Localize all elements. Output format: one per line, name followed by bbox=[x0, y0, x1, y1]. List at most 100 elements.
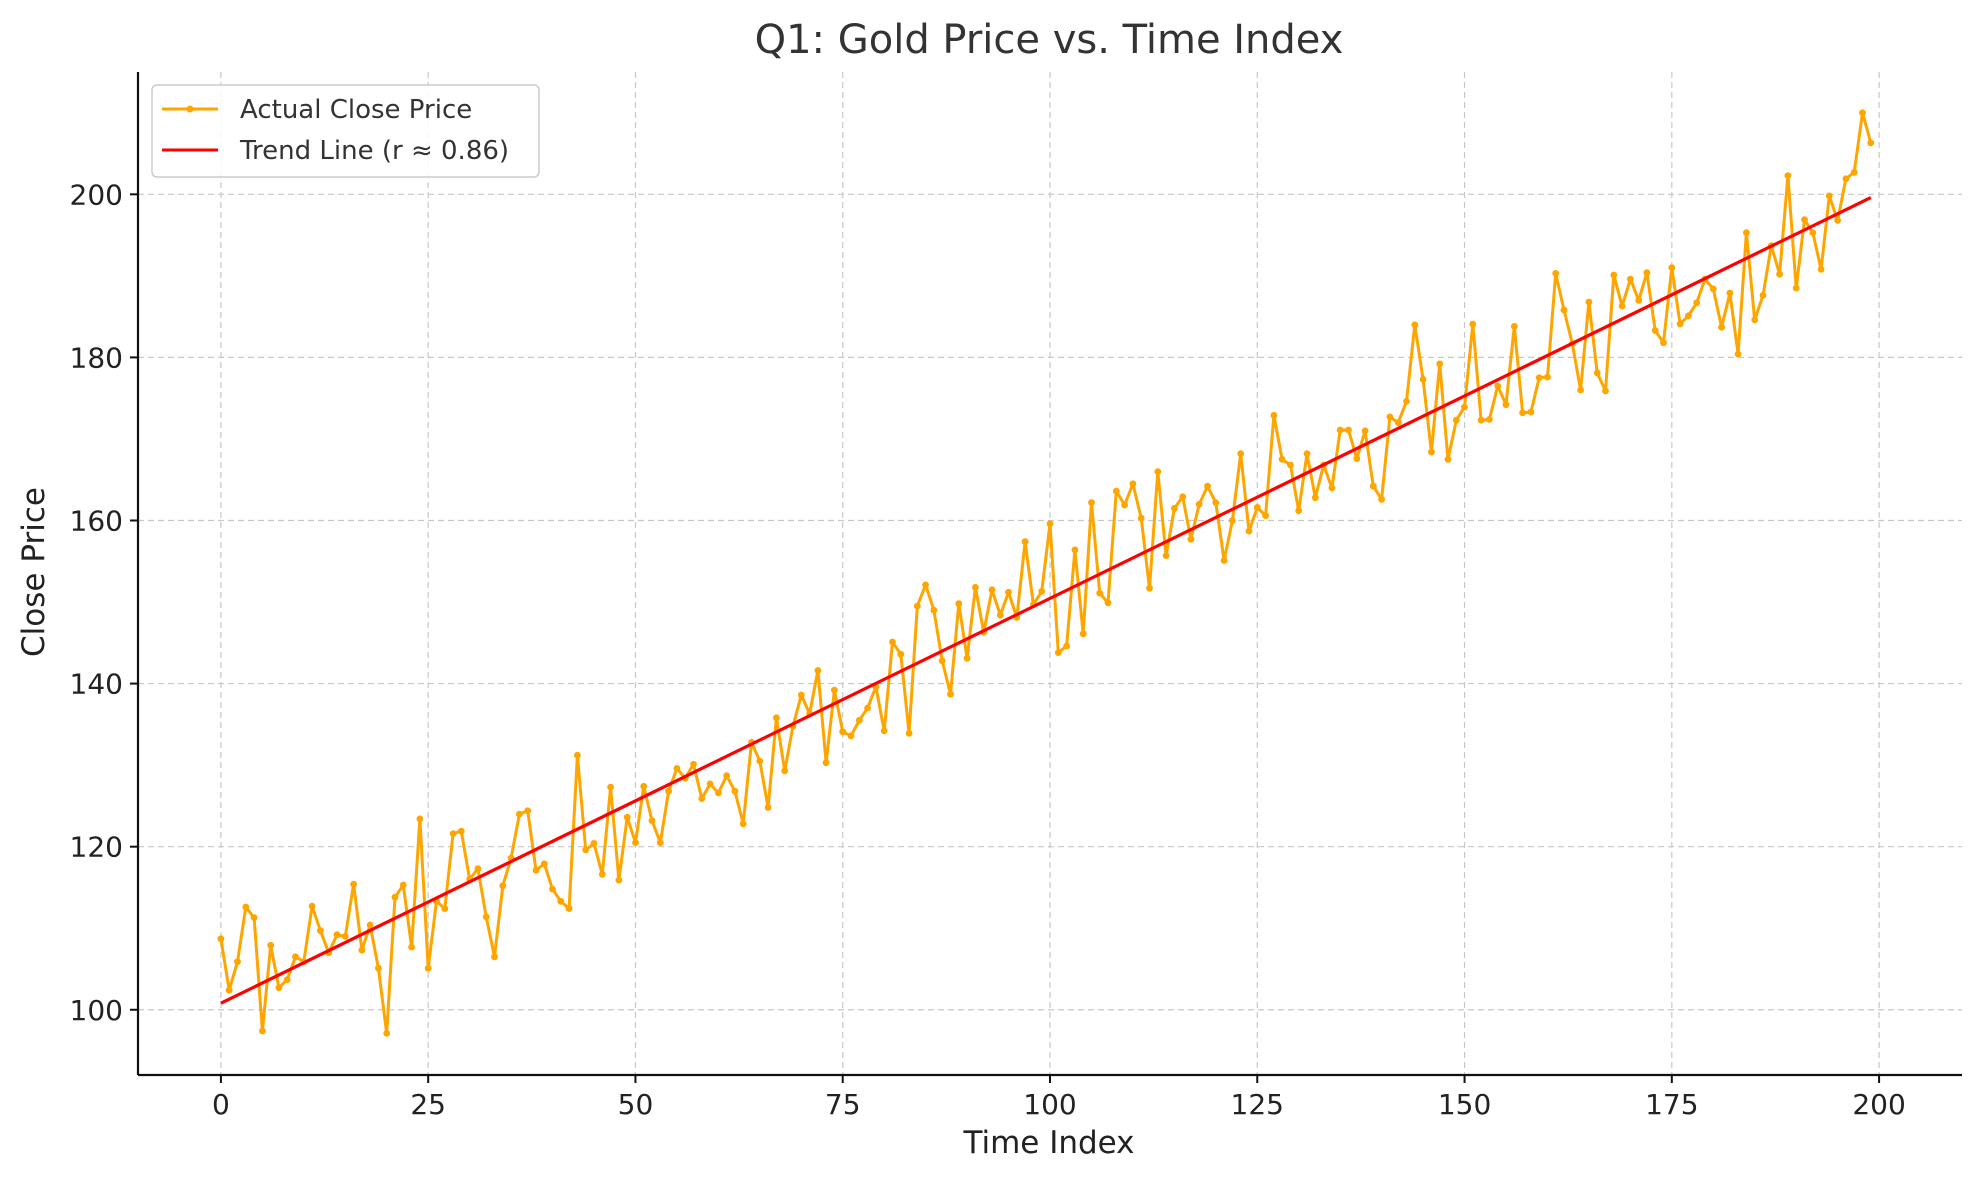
actual-price-point bbox=[1792, 284, 1800, 292]
actual-price-point bbox=[715, 789, 722, 797]
actual-price-point bbox=[739, 820, 747, 828]
actual-price-point bbox=[1610, 271, 1618, 279]
actual-price-point bbox=[1859, 109, 1866, 117]
actual-price-point bbox=[1311, 494, 1319, 502]
actual-price-point bbox=[1560, 306, 1568, 314]
actual-price-point bbox=[1237, 450, 1245, 457]
actual-price-point bbox=[864, 704, 871, 712]
actual-price-point bbox=[1394, 419, 1402, 426]
actual-price-point bbox=[1759, 292, 1767, 299]
actual-price-point bbox=[598, 871, 606, 878]
actual-price-point bbox=[499, 882, 507, 890]
actual-price-point bbox=[391, 893, 399, 901]
actual-price-point bbox=[1336, 426, 1344, 434]
actual-price-line bbox=[219, 111, 1873, 1035]
actual-price-point bbox=[1577, 386, 1584, 394]
actual-price-point bbox=[1718, 323, 1725, 331]
actual-price-point bbox=[1544, 373, 1551, 381]
x-axis-label: Time Index bbox=[962, 1125, 1134, 1161]
y-axis-label: Close Price bbox=[16, 487, 52, 657]
actual-price-point bbox=[1585, 298, 1593, 306]
actual-price-point bbox=[889, 638, 896, 646]
actual-price-point bbox=[1469, 320, 1477, 328]
actual-price-point bbox=[1809, 229, 1817, 237]
actual-price-point bbox=[963, 654, 971, 662]
actual-price-point bbox=[1386, 413, 1394, 421]
actual-price-point bbox=[632, 839, 639, 846]
actual-price-point bbox=[491, 953, 498, 961]
x-tick-label: 175 bbox=[1645, 1088, 1698, 1121]
actual-price-point bbox=[449, 830, 457, 837]
actual-price-point bbox=[1552, 270, 1560, 277]
actual-price-point bbox=[457, 827, 465, 835]
actual-price-point bbox=[1627, 275, 1634, 283]
actual-price-point bbox=[1121, 501, 1128, 509]
actual-price-point bbox=[1519, 409, 1526, 417]
y-tick-label: 160 bbox=[70, 504, 123, 537]
actual-price-point bbox=[366, 921, 374, 929]
actual-price-point bbox=[955, 600, 963, 608]
actual-price-point bbox=[1104, 599, 1112, 607]
actual-price-point bbox=[1088, 499, 1095, 506]
actual-price-point bbox=[1229, 517, 1236, 524]
actual-price-point bbox=[1593, 369, 1601, 377]
actual-price-point bbox=[731, 787, 739, 795]
actual-price-point bbox=[1195, 500, 1203, 508]
actual-price-point bbox=[1477, 416, 1485, 424]
actual-price-point bbox=[532, 866, 540, 874]
actual-price-point bbox=[1461, 403, 1468, 411]
actual-price-point bbox=[1850, 168, 1858, 176]
actual-price-point bbox=[275, 984, 283, 992]
y-tick-label: 120 bbox=[70, 831, 123, 864]
actual-price-point bbox=[416, 815, 424, 823]
actual-price-point bbox=[756, 757, 764, 765]
actual-price-point bbox=[1676, 320, 1684, 328]
actual-price-point bbox=[482, 913, 490, 921]
actual-price-point bbox=[574, 751, 581, 759]
actual-price-point bbox=[225, 986, 233, 994]
actual-price-point bbox=[1278, 455, 1286, 463]
actual-price-point bbox=[582, 846, 590, 854]
actual-price-point bbox=[938, 657, 946, 665]
actual-price-point bbox=[383, 1030, 391, 1037]
actual-price-point bbox=[1643, 269, 1651, 276]
legend: Actual Close Price Trend Line (r ≈ 0.86) bbox=[151, 84, 540, 178]
actual-price-point bbox=[1444, 455, 1452, 463]
actual-price-point bbox=[698, 795, 706, 802]
actual-price-point bbox=[897, 650, 905, 658]
legend-frame bbox=[151, 84, 540, 178]
actual-price-point bbox=[797, 691, 805, 699]
actual-price-point bbox=[358, 946, 366, 954]
actual-price-point bbox=[540, 860, 548, 868]
actual-price-point bbox=[317, 927, 324, 935]
actual-price-point bbox=[947, 690, 954, 698]
actual-price-point bbox=[1071, 546, 1079, 554]
actual-price-point bbox=[1021, 538, 1029, 546]
x-axis-ticks: 0 25 50 75 100 125 150 175 200 bbox=[212, 1075, 1906, 1121]
legend-actual-label: Actual Close Price bbox=[240, 95, 472, 125]
actual-price-point bbox=[1693, 299, 1701, 307]
actual-price-point bbox=[773, 714, 780, 722]
x-tick-label: 125 bbox=[1231, 1088, 1284, 1121]
actual-price-point bbox=[1262, 512, 1269, 519]
actual-price-point bbox=[1535, 374, 1543, 382]
actual-price-point bbox=[308, 902, 316, 910]
actual-price-point bbox=[1220, 557, 1228, 564]
y-tick-label: 200 bbox=[70, 178, 123, 211]
actual-price-point bbox=[424, 964, 432, 972]
actual-price-point bbox=[375, 964, 382, 972]
actual-price-point bbox=[972, 584, 979, 591]
actual-price-point bbox=[1751, 316, 1759, 324]
actual-price-point bbox=[855, 716, 863, 724]
x-tick-label: 50 bbox=[618, 1088, 654, 1121]
actual-price-point bbox=[1743, 229, 1750, 237]
actual-price-point bbox=[1411, 321, 1419, 329]
actual-price-point bbox=[217, 935, 225, 943]
actual-price-point bbox=[764, 804, 772, 811]
x-tick-label: 100 bbox=[1023, 1088, 1076, 1121]
actual-price-point bbox=[1212, 499, 1220, 506]
actual-price-point bbox=[1162, 552, 1170, 559]
actual-price-point bbox=[408, 943, 415, 951]
actual-price-point bbox=[822, 759, 830, 767]
